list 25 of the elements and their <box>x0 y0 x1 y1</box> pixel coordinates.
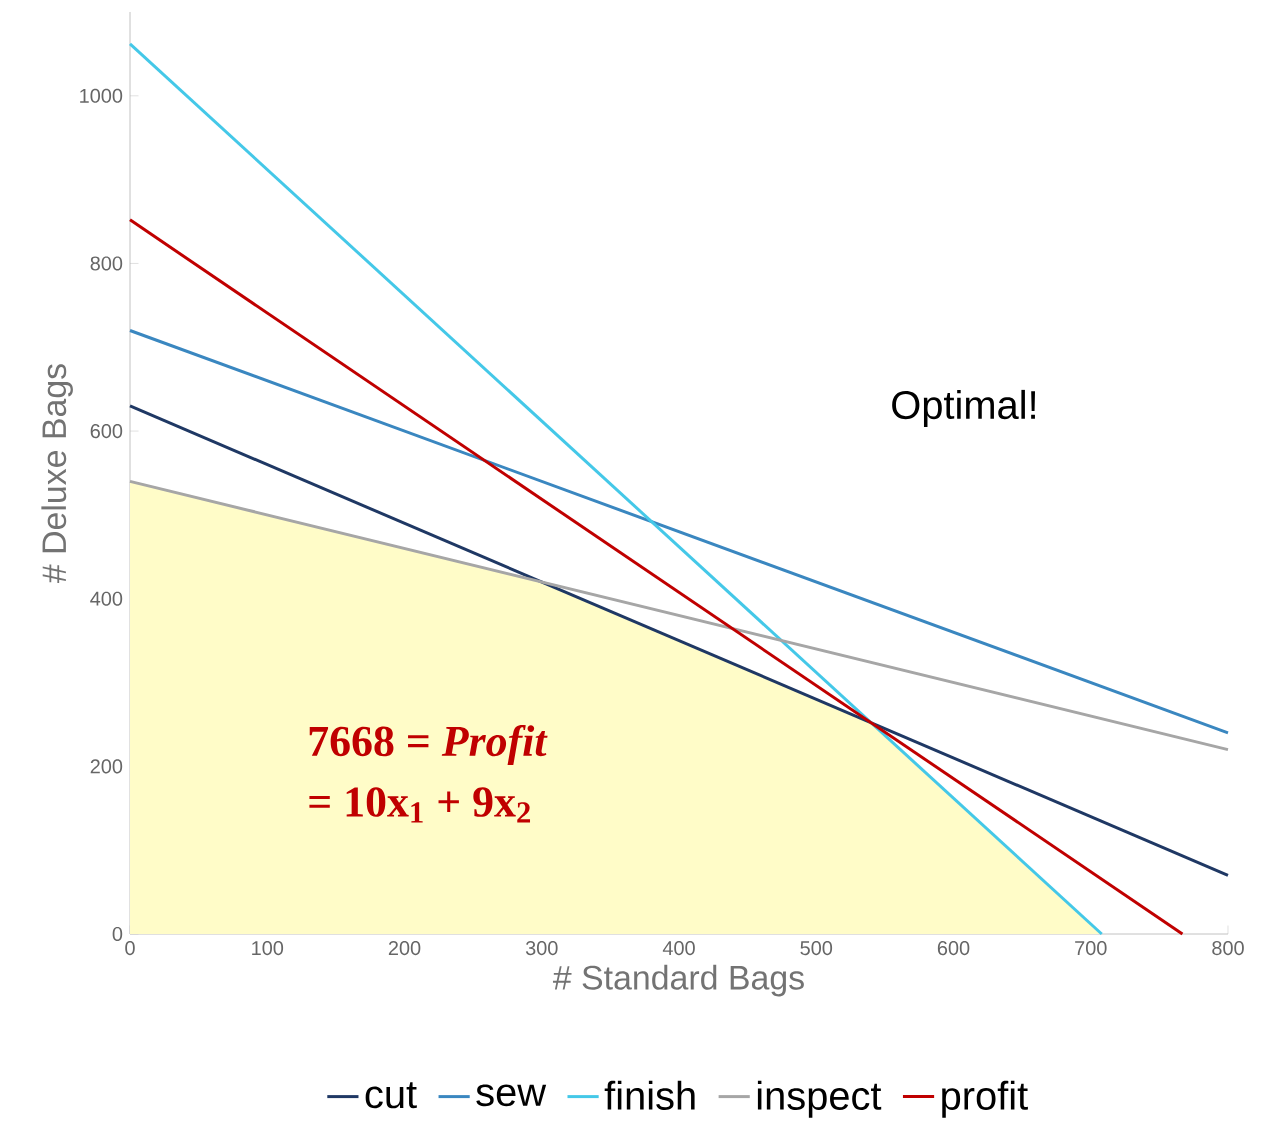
legend-label: finish <box>604 1080 695 1110</box>
legend-label: sew <box>476 1084 547 1107</box>
x-tick-label: 0 <box>125 941 135 956</box>
x-tick-label: 300 <box>525 941 558 956</box>
y-tick-label: 200 <box>90 759 123 774</box>
x-tick-label: 700 <box>1075 941 1107 956</box>
x-axis-title: # Standard Bags <box>552 964 804 997</box>
x-tick-label: 800 <box>1212 941 1244 956</box>
y-tick-label: 0 <box>112 926 123 942</box>
legend-label: cut <box>365 1082 417 1109</box>
x-tick-label: 500 <box>800 941 833 956</box>
x-tick-label: 200 <box>388 941 421 956</box>
y-tick-label: 1000 <box>80 88 123 103</box>
y-tick-label: 800 <box>90 256 123 271</box>
annotation: Optimal! <box>892 389 1036 428</box>
annotation: 7668 = Profit <box>309 724 548 766</box>
legend-label: profit <box>942 1080 1028 1118</box>
annotation: = 10x$_{1}$ + 9x$_{2}$ <box>309 787 531 823</box>
x-tick-label: 400 <box>662 941 695 956</box>
y-tick-label: 600 <box>90 424 123 439</box>
legend-label: inspect <box>757 1080 882 1118</box>
y-axis-title: # Deluxe Bags <box>41 364 73 583</box>
x-tick-label: 600 <box>937 941 970 956</box>
y-tick-label: 400 <box>90 591 123 606</box>
x-tick-label: 100 <box>252 941 284 956</box>
